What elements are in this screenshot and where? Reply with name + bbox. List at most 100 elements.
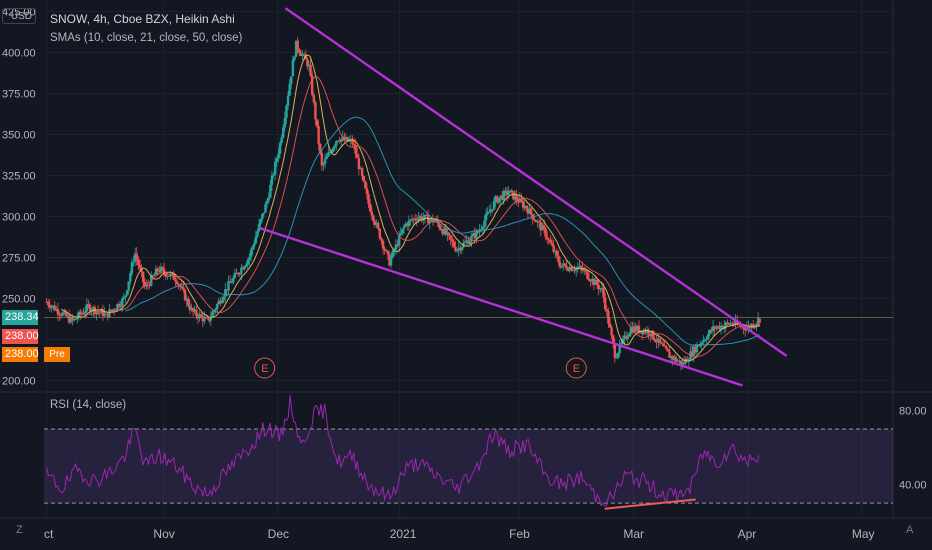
candle-body bbox=[454, 246, 457, 251]
candle-body bbox=[270, 175, 274, 185]
candle-body bbox=[63, 311, 66, 313]
candle-body bbox=[618, 343, 621, 354]
candle-body bbox=[515, 195, 518, 201]
currency-label: USD bbox=[10, 11, 32, 22]
candle-body bbox=[661, 343, 665, 346]
candle-body bbox=[571, 270, 575, 272]
candle-body bbox=[114, 309, 118, 311]
candle-body bbox=[537, 221, 541, 223]
currency-selector[interactable]: USD bbox=[2, 8, 36, 24]
candle-body bbox=[558, 262, 562, 268]
candle-body bbox=[381, 240, 385, 249]
candle-body bbox=[259, 219, 262, 224]
candle-body bbox=[177, 283, 180, 285]
candle-body bbox=[378, 228, 382, 239]
x-tick-label: Mar bbox=[623, 527, 644, 541]
candle-body bbox=[280, 137, 283, 144]
candle-body bbox=[436, 219, 439, 224]
rsi-series-line bbox=[46, 394, 760, 507]
candle-body bbox=[344, 137, 348, 140]
candle-body bbox=[285, 105, 288, 118]
candle-body bbox=[311, 75, 314, 95]
candle-body bbox=[674, 357, 678, 362]
candle-body bbox=[710, 329, 713, 332]
candle-body bbox=[705, 339, 708, 341]
candle-body bbox=[414, 218, 417, 220]
candle-body bbox=[536, 221, 539, 223]
candle-body bbox=[605, 309, 608, 311]
candle-body bbox=[394, 244, 398, 251]
candle-body bbox=[574, 268, 578, 271]
candle-body bbox=[143, 281, 146, 287]
candle-body bbox=[130, 262, 134, 274]
candle-body bbox=[529, 208, 533, 215]
candle-body bbox=[198, 314, 201, 319]
candle-body bbox=[249, 250, 253, 257]
candle-body bbox=[290, 76, 293, 85]
candle-body bbox=[504, 190, 507, 192]
candle-body bbox=[658, 338, 662, 343]
candle-body bbox=[525, 205, 528, 209]
candle-body bbox=[488, 211, 491, 213]
candle-body bbox=[56, 308, 60, 315]
candle-body bbox=[494, 196, 497, 201]
candle-body bbox=[364, 181, 367, 189]
candle-body bbox=[481, 227, 485, 230]
candle-body bbox=[314, 102, 317, 120]
candle-body bbox=[309, 64, 312, 76]
candle-body bbox=[312, 94, 316, 103]
candle-body bbox=[451, 239, 454, 242]
candle-body bbox=[682, 362, 686, 364]
candle-body bbox=[286, 95, 290, 106]
auto-scale-corner[interactable]: A bbox=[906, 524, 914, 536]
candle-body bbox=[362, 175, 365, 182]
candle-body bbox=[591, 278, 594, 282]
candle-body bbox=[108, 309, 111, 318]
candle-body bbox=[706, 334, 710, 340]
candle-body bbox=[665, 346, 668, 350]
candle-body bbox=[261, 213, 264, 220]
candle-body bbox=[404, 223, 407, 227]
candle-body bbox=[636, 325, 639, 331]
candle-body bbox=[106, 312, 109, 318]
candle-body bbox=[737, 324, 740, 326]
candle-body bbox=[612, 335, 615, 344]
y-tick-label: 300.00 bbox=[2, 212, 36, 224]
rsi-y-tick-label: 80.00 bbox=[899, 406, 927, 418]
candle-body bbox=[731, 323, 734, 325]
candle-body bbox=[473, 233, 476, 239]
candle-body bbox=[111, 309, 114, 311]
candle-body bbox=[283, 117, 287, 128]
candle-body bbox=[180, 286, 184, 288]
candle-body bbox=[55, 308, 58, 311]
candle-body bbox=[441, 230, 444, 235]
candle-body bbox=[497, 198, 501, 203]
candle-body bbox=[166, 275, 169, 277]
candle-body bbox=[319, 144, 322, 153]
candle-body bbox=[87, 304, 90, 306]
candle-body bbox=[592, 278, 596, 285]
candle-body bbox=[676, 360, 679, 362]
candle-body bbox=[95, 310, 98, 314]
candle-body bbox=[328, 152, 332, 154]
candle-body bbox=[51, 305, 55, 307]
zoom-corner[interactable]: Z bbox=[16, 524, 23, 536]
candle-body bbox=[211, 312, 214, 318]
candle-body bbox=[159, 267, 163, 272]
candle-body bbox=[632, 326, 636, 333]
candle-body bbox=[343, 136, 346, 140]
candle-body bbox=[626, 336, 629, 339]
candle-body bbox=[415, 219, 419, 221]
candle-body bbox=[727, 323, 731, 325]
candle-body bbox=[339, 138, 343, 142]
candle-body bbox=[348, 140, 351, 142]
candle-body bbox=[573, 270, 576, 272]
candle-body bbox=[183, 289, 187, 301]
candle-body bbox=[679, 360, 683, 365]
last-price-badge: 238.34 bbox=[2, 310, 39, 325]
candle-body bbox=[520, 198, 523, 202]
candle-body bbox=[156, 268, 159, 271]
candle-body bbox=[133, 253, 137, 262]
candle-body bbox=[653, 339, 657, 342]
